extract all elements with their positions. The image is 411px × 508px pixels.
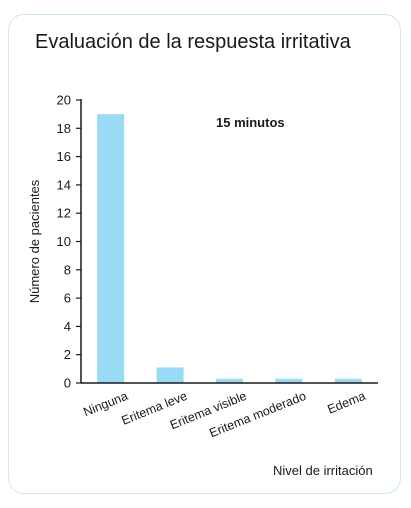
bar <box>156 367 184 383</box>
bar <box>97 114 125 384</box>
y-axis-label: Número de pacientes <box>27 179 42 303</box>
x-axis-label: Nivel de irritación <box>273 463 373 478</box>
bar <box>334 378 362 383</box>
y-axis-ticks: 0 2 4 6 8 10 12 14 16 18 20 <box>57 93 81 391</box>
y-tick-label: 18 <box>57 121 71 136</box>
bar <box>275 378 303 383</box>
y-tick-label: 2 <box>64 347 71 362</box>
x-tick-label: Edema <box>325 389 367 417</box>
chart-title: Evaluación de la respuesta irritativa <box>35 31 351 53</box>
y-tick-label: 20 <box>57 93 71 108</box>
y-tick-label: 8 <box>64 262 71 277</box>
y-tick-label: 0 <box>64 376 71 391</box>
chart-card <box>8 14 401 494</box>
y-tick-label: 14 <box>57 177 71 192</box>
bars <box>97 114 362 384</box>
y-tick-label: 4 <box>64 319 71 334</box>
chart-annotation: 15 minutos <box>216 115 285 130</box>
bar <box>216 378 243 383</box>
y-tick-label: 12 <box>57 206 71 221</box>
y-tick-label: 16 <box>57 149 71 164</box>
y-tick-label: 6 <box>64 291 71 306</box>
y-tick-label: 10 <box>57 234 71 249</box>
